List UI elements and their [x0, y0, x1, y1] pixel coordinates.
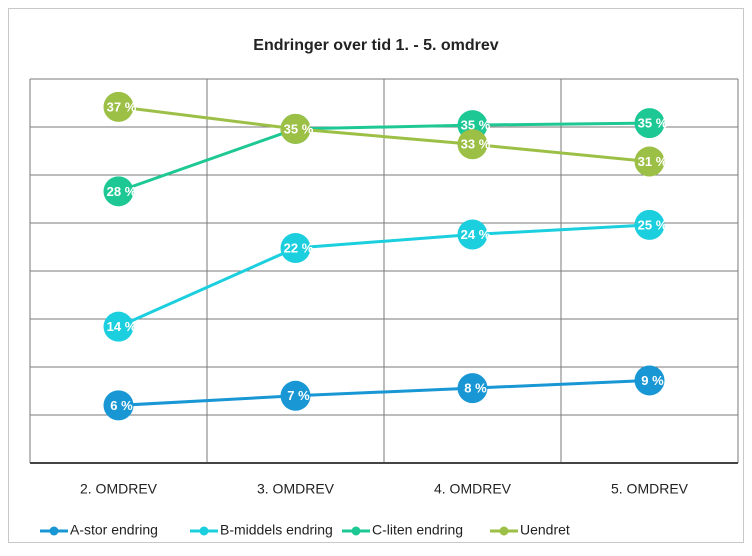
legend-label: A-stor endring [70, 522, 158, 538]
point-marker [634, 146, 665, 177]
point-marker [280, 113, 311, 144]
legend-label: C-liten endring [372, 522, 463, 538]
point-marker [103, 91, 134, 122]
point-marker [103, 176, 134, 207]
point-marker [457, 129, 488, 160]
point-marker [103, 390, 134, 421]
point-marker [103, 311, 134, 342]
legend-marker [351, 526, 361, 536]
data-label: 28 % [107, 184, 137, 199]
point-marker [280, 232, 311, 263]
point-marker [634, 108, 665, 139]
legend-label: Uendret [520, 522, 570, 538]
data-label: 37 % [107, 99, 137, 114]
data-label: 35 % [284, 121, 314, 136]
data-label: 31 % [638, 154, 668, 169]
series-line [117, 223, 650, 329]
data-label: 14 % [107, 319, 137, 334]
point-marker [634, 365, 665, 396]
legend-marker [49, 526, 59, 536]
data-label: 6 % [110, 398, 133, 413]
legend-marker [199, 526, 209, 536]
data-label: 9 % [641, 373, 664, 388]
point-marker [457, 219, 488, 250]
x-tick-label: 4. OMDREV [434, 481, 512, 497]
legend-marker [499, 526, 509, 536]
point-marker [634, 209, 665, 240]
series-line [118, 121, 650, 193]
x-tick-label: 3. OMDREV [257, 481, 335, 497]
legend-label: B-middels endring [220, 522, 333, 538]
chart-border [8, 8, 744, 543]
x-tick-label: 2. OMDREV [80, 481, 158, 497]
x-tick-label: 5. OMDREV [611, 481, 689, 497]
data-label: 35 % [638, 116, 668, 131]
data-label: 24 % [461, 227, 491, 242]
data-label: 35 % [461, 118, 491, 133]
series-line [118, 378, 650, 407]
series-line [118, 105, 650, 164]
point-marker [280, 380, 311, 411]
data-label: 8 % [464, 381, 487, 396]
chart-title: Endringer over tid 1. - 5. omdrev [253, 37, 498, 54]
data-label: 33 % [461, 137, 491, 152]
data-label: 7 % [287, 388, 310, 403]
data-label: 25 % [638, 217, 668, 232]
data-label: 22 % [284, 240, 314, 255]
point-marker [457, 373, 488, 404]
